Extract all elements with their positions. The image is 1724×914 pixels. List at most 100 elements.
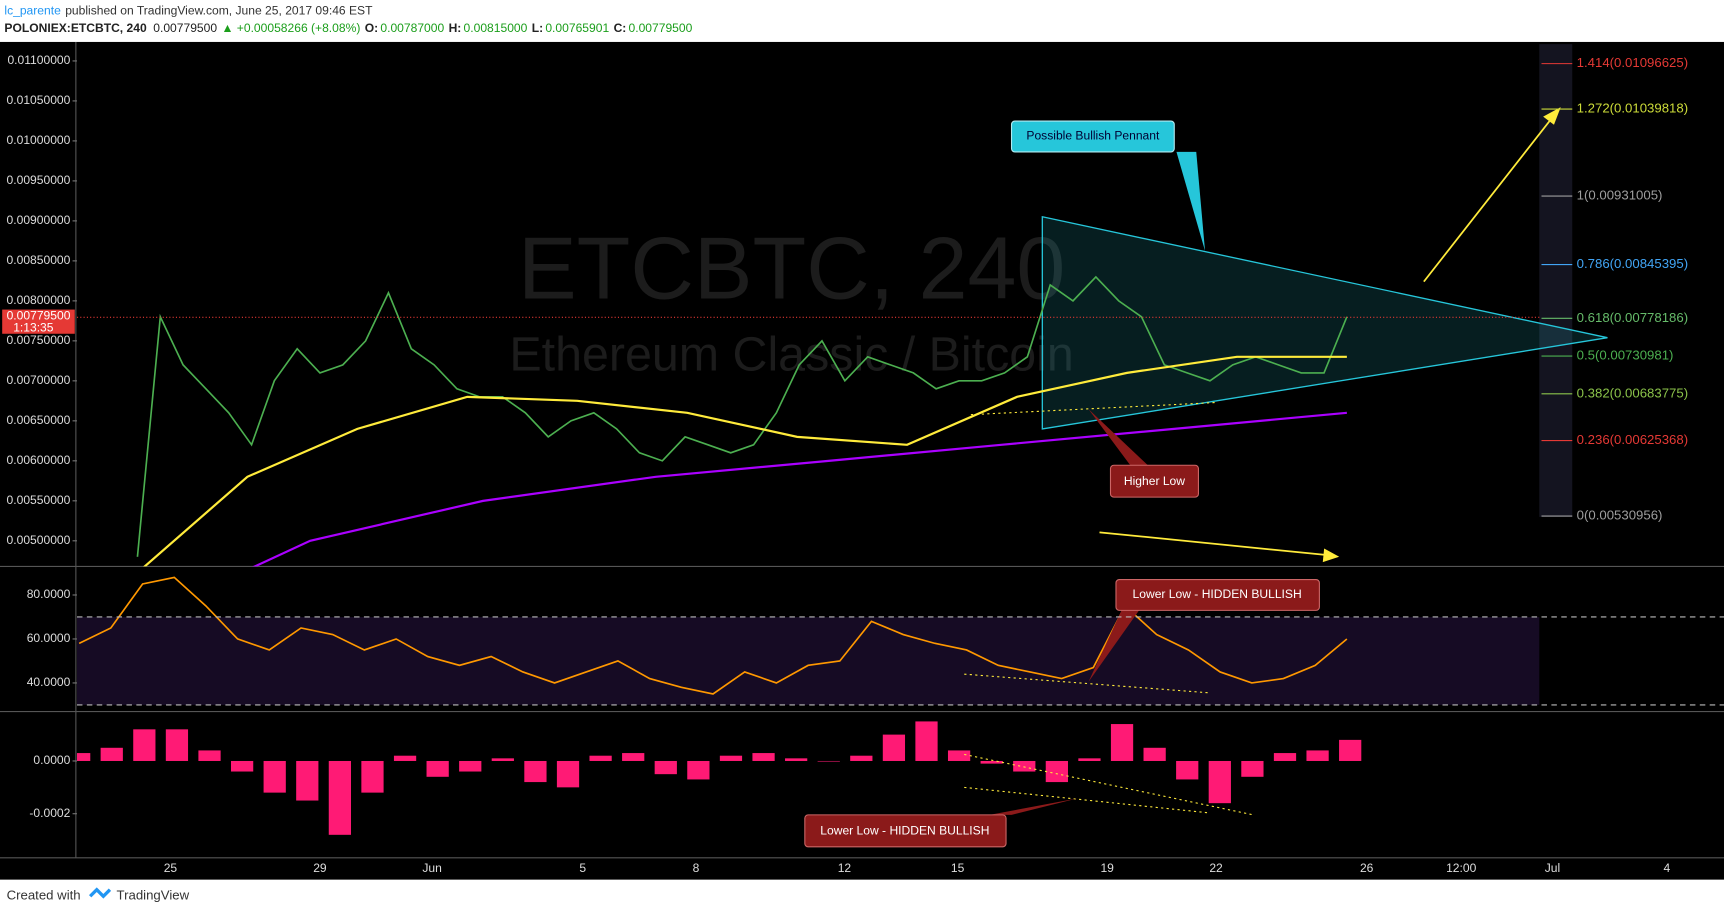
footer-brand[interactable]: TradingView (117, 888, 190, 903)
histogram-bar (263, 760, 286, 793)
x-tick-label: 12:00 (1446, 861, 1477, 875)
fib-label: 0(0.00530956) (1577, 508, 1663, 523)
histogram-bar (589, 755, 612, 761)
histogram-bar (915, 721, 938, 761)
y-tick-label: 0.00800000 (7, 293, 71, 307)
annotation: Lower Low - HIDDEN BULLISH (1133, 587, 1302, 601)
trend-line (970, 402, 1215, 416)
histogram-bar (165, 729, 189, 761)
header-text: 0.00779500 (629, 21, 693, 35)
callout (804, 814, 1007, 848)
histogram-bar (980, 760, 1003, 764)
histogram-bar (76, 753, 91, 761)
header-text: 0.00765901 (545, 21, 609, 35)
histogram-bar (752, 753, 775, 761)
y-tick-label: 0.00500000 (7, 533, 71, 547)
callout (1109, 464, 1199, 498)
histogram-bar (687, 760, 710, 780)
pane (76, 576, 1540, 705)
y-tick-label: 0.01050000 (7, 93, 71, 107)
rsi-band-fill (76, 616, 1540, 705)
header-text: 0.00815000 (464, 21, 528, 35)
y-tick-label: 0.00950000 (7, 173, 71, 187)
callout (1010, 120, 1175, 153)
footer-bg (0, 879, 1724, 914)
y-tick-label: 0.00900000 (7, 213, 71, 227)
x-tick-label: 19 (1100, 861, 1114, 875)
pane (76, 721, 1362, 835)
y-tick-label: 0.00600000 (7, 453, 71, 467)
y-tick-label: 80.0000 (27, 587, 71, 601)
fib-label: 0.382(0.00683775) (1577, 385, 1688, 400)
histogram-bar (296, 760, 319, 801)
histogram-bar (1110, 724, 1134, 761)
histogram-bar (1078, 758, 1101, 761)
header-text: C: (614, 21, 627, 35)
x-tick-label: 25 (164, 861, 178, 875)
series-line (78, 576, 1348, 695)
histogram-bar (1013, 760, 1036, 772)
chart-background (0, 41, 1724, 880)
y-tick-label: 0.00700000 (7, 373, 71, 387)
histogram-bar (361, 760, 384, 793)
histogram-bar (1339, 739, 1362, 761)
fib-label: 1(0.00931005) (1577, 188, 1663, 203)
histogram-bar (622, 753, 645, 761)
histogram-bar (133, 729, 156, 761)
histogram-bar (524, 760, 547, 783)
series-line (136, 275, 1348, 557)
series-line (252, 411, 1347, 567)
y-tick-label: 0.00650000 (7, 413, 71, 427)
histogram-bar (198, 750, 221, 761)
histogram-bar (100, 747, 123, 761)
annotation: Lower Low - HIDDEN BULLISH (820, 824, 989, 838)
histogram-bar (785, 758, 808, 761)
x-tick-label: 26 (1360, 861, 1374, 875)
header-text: lc_parente (4, 3, 61, 17)
x-tick-label: Jul (1545, 861, 1560, 875)
header-text: published on TradingView.com, June 25, 2… (65, 3, 373, 17)
header-text: ▲ +0.00058266 (+8.08%) (221, 21, 360, 35)
y-tick-label: 0.0000 (33, 753, 70, 767)
x-tick-label: 29 (313, 861, 327, 875)
header-text: 0.00779500 (153, 21, 217, 35)
series-line (143, 355, 1347, 567)
histogram-bar (491, 758, 514, 761)
x-tick-label: 15 (951, 861, 965, 875)
x-tick-label: Jun (422, 861, 441, 875)
histogram-bar (719, 755, 743, 761)
trend-line (964, 673, 1210, 694)
header-text: POLONIEX:ETCBTC, 240 (4, 21, 147, 35)
header-text: H: (449, 21, 462, 35)
header-text: 0.00787000 (380, 21, 444, 35)
fib-strip (1539, 44, 1573, 517)
watermark: ETCBTC, 240 (518, 218, 1065, 317)
header-text: O: (365, 21, 378, 35)
countdown: 1:13:35 (13, 320, 54, 334)
histogram-bar (1273, 753, 1297, 761)
fib-label: 0.786(0.00845395) (1577, 256, 1688, 271)
footer-text: Created with (7, 888, 81, 903)
fib-label: 0.5(0.00730981) (1577, 348, 1674, 363)
x-tick-label: 4 (1663, 861, 1670, 875)
histogram-bar (1306, 750, 1329, 761)
pane (136, 275, 1348, 567)
histogram-bar (328, 760, 352, 835)
trend-line (964, 786, 1208, 814)
histogram-bar (817, 760, 840, 762)
callout-pointer (989, 798, 1078, 815)
y-tick-label: 0.01000000 (7, 133, 71, 147)
y-tick-label: 0.00750000 (7, 333, 71, 347)
histogram-bar (1143, 747, 1166, 761)
arrows (1099, 107, 1561, 563)
price-tag-text: 0.00779500 (7, 308, 71, 322)
header-text: L: (532, 21, 543, 35)
annotation: Higher Low (1124, 474, 1185, 488)
histogram-bar (556, 760, 580, 788)
histogram-bar (947, 750, 971, 761)
histogram-bar (1176, 760, 1199, 780)
fib-label: 0.236(0.00625368) (1577, 432, 1688, 447)
histogram-bar (393, 755, 417, 761)
callout (1115, 579, 1320, 611)
